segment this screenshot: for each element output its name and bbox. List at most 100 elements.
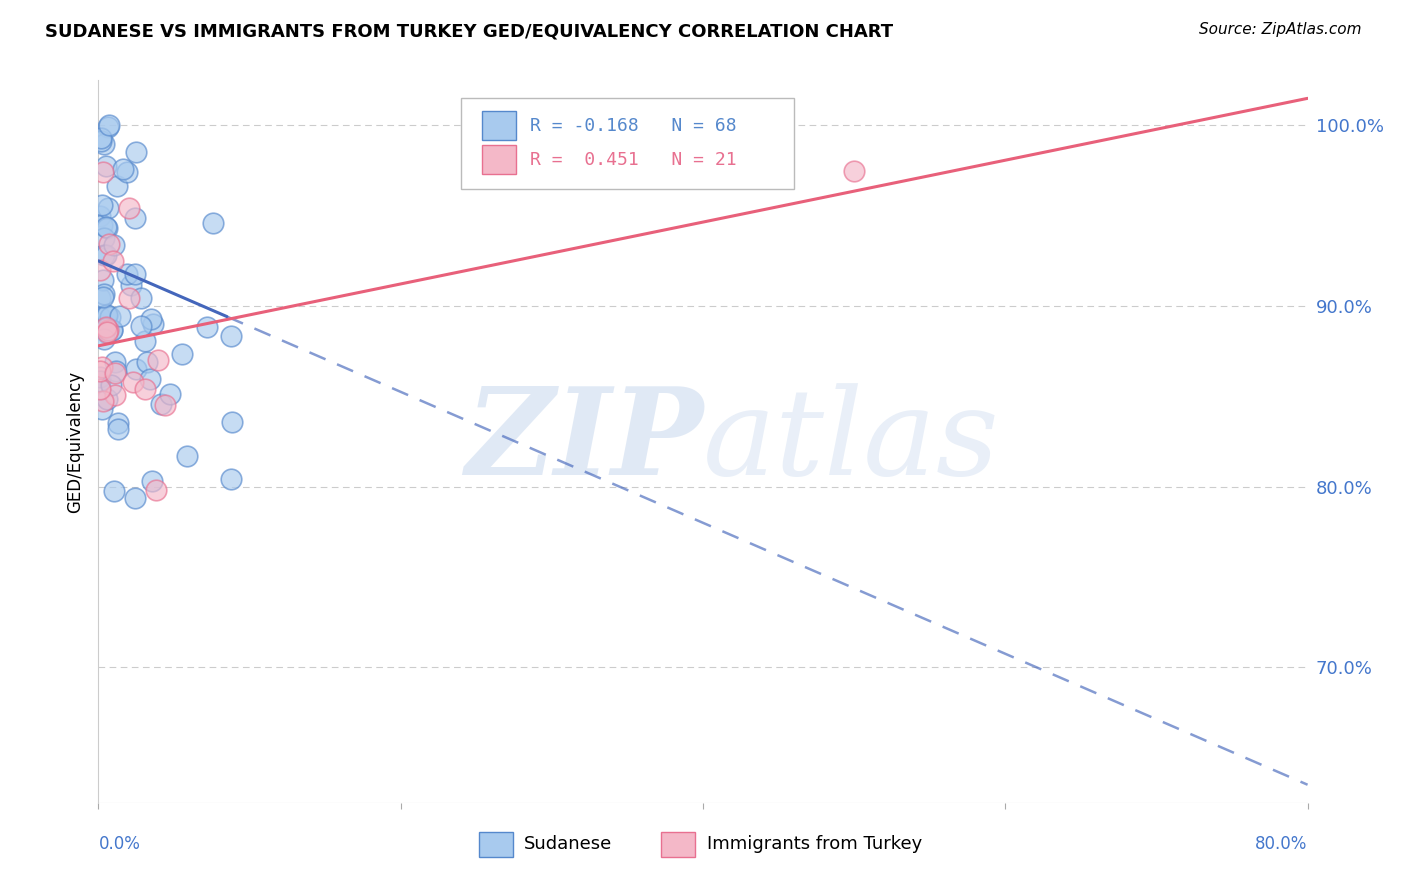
Point — [94, 159, 117, 173]
Point — [96, 319, 118, 334]
Point — [104, 355, 127, 369]
Point — [120, 278, 142, 293]
Point — [93, 248, 115, 262]
Point — [89, 310, 111, 324]
Point — [94, 248, 117, 262]
Point — [221, 472, 243, 486]
Point — [91, 393, 114, 408]
Point — [89, 364, 111, 378]
Point — [93, 136, 115, 151]
Text: atlas: atlas — [703, 383, 1000, 500]
Point — [89, 382, 111, 396]
Point — [124, 211, 146, 225]
Point — [104, 366, 127, 380]
Point — [176, 450, 198, 464]
Bar — [661, 831, 695, 857]
Point — [139, 372, 162, 386]
Point — [91, 197, 114, 211]
Point — [96, 392, 118, 407]
Point — [221, 416, 243, 430]
Point — [103, 484, 125, 499]
Text: 0.0%: 0.0% — [98, 835, 141, 854]
Point — [91, 402, 114, 417]
Point — [118, 201, 141, 215]
Point — [90, 218, 112, 232]
Point — [90, 359, 112, 374]
Point — [125, 145, 148, 160]
Point — [129, 318, 152, 333]
Point — [159, 387, 181, 401]
Point — [89, 209, 111, 223]
Point — [201, 216, 224, 230]
Text: 80.0%: 80.0% — [1256, 835, 1308, 854]
Point — [89, 291, 111, 305]
Point — [89, 263, 111, 277]
Point — [118, 291, 141, 305]
Text: Sudanese: Sudanese — [524, 835, 612, 853]
Point — [91, 165, 114, 179]
Point — [100, 378, 122, 392]
Point — [97, 120, 120, 135]
Point — [139, 312, 162, 326]
Point — [93, 231, 115, 245]
Point — [117, 267, 139, 281]
Point — [125, 361, 148, 376]
Point — [129, 291, 152, 305]
Point — [134, 382, 156, 396]
Text: SUDANESE VS IMMIGRANTS FROM TURKEY GED/EQUIVALENCY CORRELATION CHART: SUDANESE VS IMMIGRANTS FROM TURKEY GED/E… — [45, 22, 893, 40]
Point — [93, 332, 115, 346]
Point — [105, 179, 128, 194]
Point — [107, 422, 129, 436]
Point — [94, 323, 117, 337]
Point — [98, 237, 121, 252]
Point — [96, 220, 118, 235]
Point — [844, 163, 866, 178]
Point — [172, 347, 194, 361]
Point — [97, 119, 120, 133]
Point — [136, 355, 159, 369]
Point — [91, 273, 114, 287]
Point — [91, 290, 114, 304]
Point — [98, 310, 121, 324]
Point — [110, 309, 132, 323]
Text: Source: ZipAtlas.com: Source: ZipAtlas.com — [1198, 22, 1361, 37]
Point — [96, 221, 118, 235]
Text: ZIP: ZIP — [465, 383, 703, 500]
Point — [93, 286, 115, 301]
Point — [101, 254, 124, 268]
Bar — [479, 831, 513, 857]
Text: R = -0.168   N = 68: R = -0.168 N = 68 — [530, 117, 737, 135]
Bar — [482, 145, 516, 174]
Point — [107, 416, 129, 430]
Point — [103, 238, 125, 252]
Point — [96, 326, 118, 341]
Point — [148, 353, 170, 368]
Point — [97, 323, 120, 337]
Point — [101, 323, 124, 337]
Y-axis label: GED/Equivalency: GED/Equivalency — [66, 370, 84, 513]
Point — [89, 374, 111, 388]
Point — [89, 370, 111, 384]
Point — [112, 161, 135, 176]
Point — [124, 491, 146, 506]
Point — [153, 398, 176, 412]
Bar — [482, 112, 516, 140]
Point — [96, 325, 118, 339]
Point — [105, 364, 128, 378]
Point — [150, 397, 173, 411]
FancyBboxPatch shape — [461, 98, 793, 189]
Point — [97, 201, 120, 215]
Point — [117, 165, 139, 179]
Point — [134, 334, 156, 348]
Point — [124, 267, 146, 281]
Point — [195, 320, 218, 334]
Point — [101, 323, 124, 337]
Point — [94, 321, 117, 335]
Point — [145, 483, 167, 497]
Text: Immigrants from Turkey: Immigrants from Turkey — [707, 835, 922, 853]
Point — [104, 387, 127, 401]
Point — [90, 131, 112, 145]
Point — [122, 375, 145, 389]
Text: R =  0.451   N = 21: R = 0.451 N = 21 — [530, 151, 737, 169]
Point — [96, 308, 118, 322]
